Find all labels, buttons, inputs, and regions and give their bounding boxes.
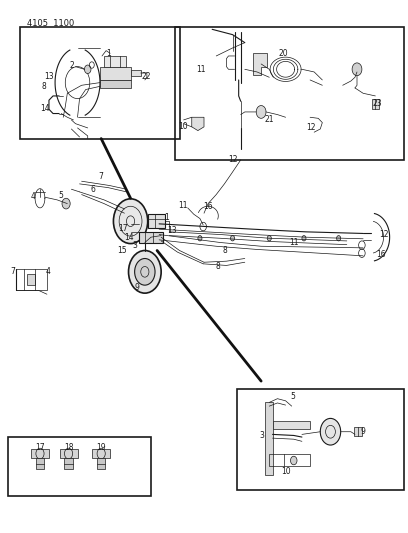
Text: 5: 5 <box>290 392 295 401</box>
Text: 11: 11 <box>178 201 188 209</box>
Text: 21: 21 <box>264 115 274 124</box>
Text: 8: 8 <box>222 246 227 255</box>
Text: 7: 7 <box>11 268 16 276</box>
Text: 23: 23 <box>373 100 382 108</box>
Text: 3: 3 <box>132 241 137 249</box>
Text: 12: 12 <box>228 156 237 164</box>
Circle shape <box>302 236 306 241</box>
Text: 10: 10 <box>281 467 290 476</box>
Text: 14: 14 <box>124 233 134 241</box>
Text: 13: 13 <box>167 226 177 235</box>
Polygon shape <box>92 449 110 458</box>
Bar <box>175 27 404 160</box>
Text: 8: 8 <box>41 82 46 91</box>
Polygon shape <box>100 80 131 88</box>
Circle shape <box>320 418 341 445</box>
Text: 5: 5 <box>59 191 64 200</box>
Text: 12: 12 <box>306 124 316 132</box>
Text: 18: 18 <box>64 443 73 452</box>
Polygon shape <box>131 70 141 76</box>
Text: 17: 17 <box>118 224 128 232</box>
Circle shape <box>267 236 271 241</box>
Polygon shape <box>148 214 165 228</box>
Bar <box>237 389 404 490</box>
Text: 8: 8 <box>216 262 221 271</box>
Polygon shape <box>97 458 105 469</box>
Text: 4: 4 <box>46 268 51 276</box>
Circle shape <box>256 106 266 118</box>
Text: 6: 6 <box>91 185 95 193</box>
Text: 11: 11 <box>196 65 206 74</box>
Polygon shape <box>100 67 131 80</box>
Circle shape <box>290 456 297 465</box>
Polygon shape <box>36 458 44 469</box>
Polygon shape <box>273 421 310 429</box>
Text: 19: 19 <box>96 443 106 452</box>
Circle shape <box>84 65 91 74</box>
Text: 1: 1 <box>164 213 169 222</box>
Polygon shape <box>27 274 35 285</box>
Bar <box>20 27 180 139</box>
Text: 14: 14 <box>40 104 50 113</box>
Text: 11: 11 <box>289 238 299 247</box>
Text: 16: 16 <box>203 203 213 211</box>
Polygon shape <box>31 449 49 458</box>
Text: 20: 20 <box>279 49 288 58</box>
Polygon shape <box>139 232 163 243</box>
Text: 15: 15 <box>117 246 126 255</box>
Polygon shape <box>104 56 126 67</box>
Text: 1: 1 <box>106 49 111 58</box>
Circle shape <box>198 236 202 241</box>
Text: 9: 9 <box>134 284 139 292</box>
Circle shape <box>135 259 155 285</box>
Polygon shape <box>253 53 267 75</box>
Text: 9: 9 <box>361 427 366 436</box>
Circle shape <box>352 63 362 76</box>
Polygon shape <box>265 402 273 475</box>
Text: 16: 16 <box>377 251 386 259</box>
Text: 12: 12 <box>379 230 388 239</box>
Text: 10: 10 <box>178 122 188 131</box>
Polygon shape <box>64 458 73 469</box>
Text: 13: 13 <box>44 72 54 80</box>
Circle shape <box>129 251 161 293</box>
Bar <box>8 437 151 496</box>
Circle shape <box>62 198 70 209</box>
Text: 4: 4 <box>31 192 36 200</box>
Polygon shape <box>372 99 379 109</box>
Polygon shape <box>60 449 78 458</box>
Text: 17: 17 <box>35 443 45 452</box>
Text: 2: 2 <box>69 61 74 70</box>
Circle shape <box>113 199 148 244</box>
Polygon shape <box>354 427 362 436</box>
Text: 4105  1100: 4105 1100 <box>27 19 74 28</box>
Polygon shape <box>192 117 204 131</box>
Circle shape <box>337 236 341 241</box>
Circle shape <box>231 236 235 241</box>
Text: 3: 3 <box>259 432 264 440</box>
Text: 22: 22 <box>141 72 151 80</box>
Text: 7: 7 <box>99 173 104 181</box>
